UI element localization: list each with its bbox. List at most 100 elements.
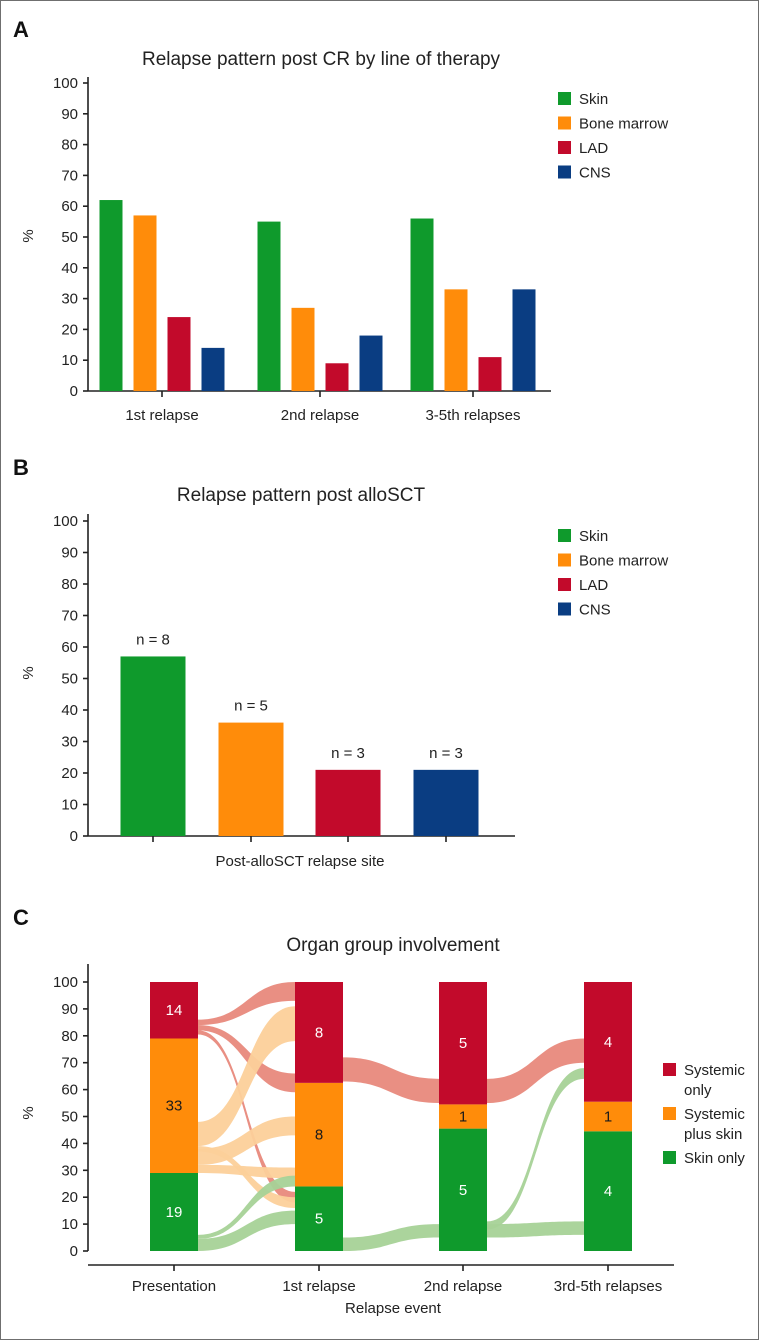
- panel-c-legend-label: Skin only: [684, 1150, 745, 1167]
- panel-c-legend-swatch: [663, 1107, 676, 1120]
- panel-a-title: Relapse pattern post CR by line of thera…: [142, 49, 501, 70]
- panel-c-flow-band: [198, 1146, 295, 1208]
- panel-c-flow-band: [198, 1006, 295, 1147]
- panel-a-y-tick-label: 10: [61, 352, 78, 369]
- panel-c-stack-segment: [439, 1128, 487, 1251]
- panel-c-segment-count: 33: [166, 1098, 183, 1115]
- panel-a-bar: [133, 215, 157, 391]
- panel-a-ylabel: %: [20, 229, 37, 242]
- panel-a-legend-label: LAD: [579, 140, 608, 157]
- panel-c-segment-count: 5: [315, 1211, 323, 1228]
- panel-c-plot: 0102030405060708090100Presentation193314…: [53, 964, 674, 1295]
- panel-b-legend-label: Bone marrow: [579, 553, 668, 570]
- panel-a-legend-label: Bone marrow: [579, 116, 668, 133]
- panel-c-flow-band: [487, 1068, 584, 1230]
- panel-a-y-tick-label: 50: [61, 229, 78, 246]
- panel-b-y-tick-label: 60: [61, 639, 78, 656]
- panel-c: C Organ group involvement % Relapse even…: [13, 905, 745, 1317]
- panel-a-x-tick-label: 1st relapse: [125, 407, 198, 424]
- panel-b-legend-swatch: [558, 529, 571, 542]
- panel-c-segment-count: 5: [459, 1035, 467, 1052]
- panel-letter-b: B: [13, 455, 29, 480]
- panel-a-bar: [410, 218, 434, 391]
- panel-a-legend-swatch: [558, 116, 571, 130]
- panel-c-x-tick-label: 2nd relapse: [424, 1278, 502, 1295]
- panel-c-stack-segment: [295, 1082, 343, 1187]
- panel-c-flow-band: [198, 1210, 295, 1251]
- panel-c-y-tick-label: 40: [61, 1135, 78, 1152]
- panel-b-plot: 0 10 20 30 40 50 60 70 80 90 100 n = 8 n = 5 n = 3 n =…: [53, 513, 515, 845]
- panel-c-segment-count: 4: [604, 1034, 612, 1051]
- panel-b-legend-label: CNS: [579, 602, 611, 619]
- panel-c-legend-label: Systemic: [684, 1106, 745, 1123]
- panel-a-legend-swatch: [558, 92, 571, 105]
- panel-b-data-label: n = 3: [331, 745, 365, 762]
- panel-a-y-tick-label: 90: [61, 106, 78, 123]
- panel-b-bar: [413, 769, 479, 836]
- panel-a-y-tick-label: 70: [61, 167, 78, 184]
- panel-c-stack-segment: [439, 982, 487, 1105]
- panel-c-flow-band: [343, 1057, 439, 1104]
- panel-c-y-tick-label: 80: [61, 1028, 78, 1045]
- panel-c-y-tick-label: 20: [61, 1189, 78, 1206]
- panel-a-y-tick-label: 20: [61, 321, 78, 338]
- panel-b-y-tick-label: 100: [53, 513, 78, 530]
- panel-c-flow-band: [343, 1224, 439, 1251]
- panel-a-bar: [167, 317, 191, 391]
- panel-a-plot: 0 10 20 30 40 50 60 70 80 90 100 1st relapse 2nd rel…: [53, 75, 551, 424]
- panel-b-legend-label: Skin: [579, 528, 608, 545]
- panel-c-y-tick-label: 50: [61, 1109, 78, 1126]
- panel-c-y-tick-label: 90: [61, 1001, 78, 1018]
- panel-c-ylabel: %: [20, 1106, 37, 1119]
- panel-b-bar: [120, 656, 186, 836]
- panel-a-legend-swatch: [558, 141, 571, 154]
- panel-letter-a: A: [13, 17, 29, 42]
- panel-b-y-tick-label: 0: [70, 828, 78, 845]
- panel-c-flows: [198, 982, 584, 1251]
- panel-b-legend-label: LAD: [579, 577, 608, 594]
- panel-b-data-label: n = 8: [136, 631, 170, 648]
- panel-c-flow-band: [487, 1038, 584, 1104]
- panel-a-y-tick-label: 80: [61, 137, 78, 154]
- panel-c-legend-label: only: [684, 1082, 712, 1099]
- panel-c-flow-band: [198, 1030, 295, 1203]
- panel-a-bar: [291, 307, 315, 391]
- panel-c-y-tick-label: 60: [61, 1082, 78, 1099]
- panel-a-x-tick-label: 3-5th relapses: [425, 407, 520, 424]
- panel-c-x-tick-label: Presentation: [132, 1278, 216, 1295]
- panel-b-legend: Skin Bone marrow LAD CNS: [558, 528, 668, 619]
- panel-a-y-tick-label: 30: [61, 291, 78, 308]
- panel-b-y-tick-label: 70: [61, 608, 78, 625]
- panel-c-segment-count: 19: [166, 1204, 183, 1221]
- panel-b-title: Relapse pattern post alloSCT: [177, 485, 426, 506]
- panel-c-stack-segment: [584, 1131, 632, 1251]
- panel-c-segment-count: 8: [315, 1024, 323, 1041]
- panel-c-stack-segment: [150, 982, 198, 1039]
- panel-a-bar: [201, 347, 225, 391]
- panel-a-y-tick-label: 0: [70, 383, 78, 400]
- panel-a-bar: [325, 363, 349, 391]
- panel-c-flow-band: [198, 1025, 295, 1093]
- panel-c-stack-segment: [150, 1038, 198, 1173]
- panel-c-y-tick-label: 70: [61, 1055, 78, 1072]
- panel-c-legend-label: plus skin: [684, 1126, 742, 1143]
- panel-b-y-tick-label: 40: [61, 702, 78, 719]
- panel-letter-c: C: [13, 905, 29, 930]
- panel-c-stack-segment: [584, 982, 632, 1102]
- panel-b-y-tick-label: 50: [61, 671, 78, 688]
- panel-c-segment-count: 1: [459, 1109, 467, 1126]
- panel-a-y-tick-label: 100: [53, 75, 78, 92]
- panel-c-stack-segment: [150, 1172, 198, 1251]
- panel-a-bar: [478, 357, 502, 391]
- panel-c-y-tick-label: 100: [53, 974, 78, 991]
- panel-c-legend-swatch: [663, 1063, 676, 1076]
- panel-c-segment-count: 4: [604, 1183, 612, 1200]
- panel-c-y-tick-label: 30: [61, 1162, 78, 1179]
- panel-c-segment-count: 1: [604, 1109, 612, 1126]
- panel-c-stack-segment: [439, 1104, 487, 1129]
- panel-c-stack-segment: [295, 1186, 343, 1251]
- panel-c-stack-segment: [584, 1101, 632, 1132]
- panel-a-bar: [512, 289, 536, 391]
